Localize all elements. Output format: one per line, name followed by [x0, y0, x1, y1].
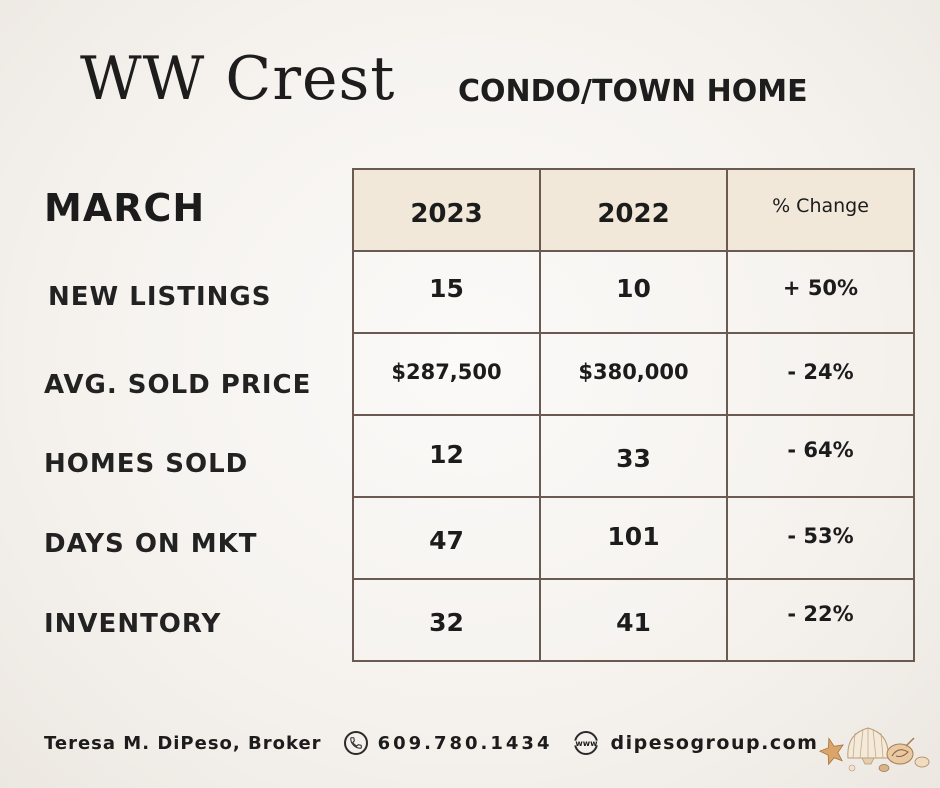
table-cell: $287,500 [352, 332, 541, 416]
column-header-2022: 2022 [539, 168, 728, 252]
row-label-inventory: INVENTORY [44, 609, 222, 639]
table-cell: + 50% [726, 250, 915, 334]
table-cell: - 64% [726, 414, 915, 498]
market-stats-table: 2023 2022 % Change 15 10 + 50% $287,500 … [352, 168, 915, 662]
seashells-icon [818, 727, 930, 772]
table-row: 15 10 + 50% [352, 250, 915, 334]
globe-www-icon: www [572, 730, 600, 756]
table-row: 47 101 - 53% [352, 496, 915, 580]
table-cell: 15 [352, 250, 541, 334]
table-cell: - 24% [726, 332, 915, 416]
property-type: CONDO/TOWN HOME [458, 74, 808, 109]
table-cell: 33 [539, 414, 728, 498]
table-cell: 101 [539, 496, 728, 580]
row-label-avg-sold-price: AVG. SOLD PRICE [44, 370, 312, 400]
table-cell: - 22% [726, 578, 915, 662]
phone-icon [343, 731, 368, 755]
month-label: MARCH [44, 186, 206, 230]
table-cell: 41 [539, 578, 728, 662]
table-row: 12 33 - 64% [352, 414, 915, 498]
website-link[interactable]: dipesogroup.com [610, 732, 819, 754]
column-header-2023: 2023 [352, 168, 541, 252]
table-header-row: 2023 2022 % Change [352, 168, 915, 252]
phone-number[interactable]: 609.780.1434 [377, 732, 553, 754]
table-cell: $380,000 [539, 332, 728, 416]
broker-name: Teresa M. DiPeso, Broker [44, 732, 322, 754]
row-label-homes-sold: HOMES SOLD [44, 449, 249, 479]
table-row: $287,500 $380,000 - 24% [352, 332, 915, 416]
column-header-change: % Change [726, 168, 915, 252]
row-label-days-on-mkt: DAYS ON MKT [44, 529, 258, 559]
table-cell: 10 [539, 250, 728, 334]
table-cell: - 53% [726, 496, 915, 580]
footer: Teresa M. DiPeso, Broker 609.780.1434 ww… [44, 728, 818, 758]
page-title: WW Crest [80, 44, 396, 114]
table-row: 32 41 - 22% [352, 578, 915, 662]
table-cell: 32 [352, 578, 541, 662]
row-label-new-listings: NEW LISTINGS [48, 282, 272, 312]
table-cell: 47 [352, 496, 541, 580]
table-cell: 12 [352, 414, 541, 498]
